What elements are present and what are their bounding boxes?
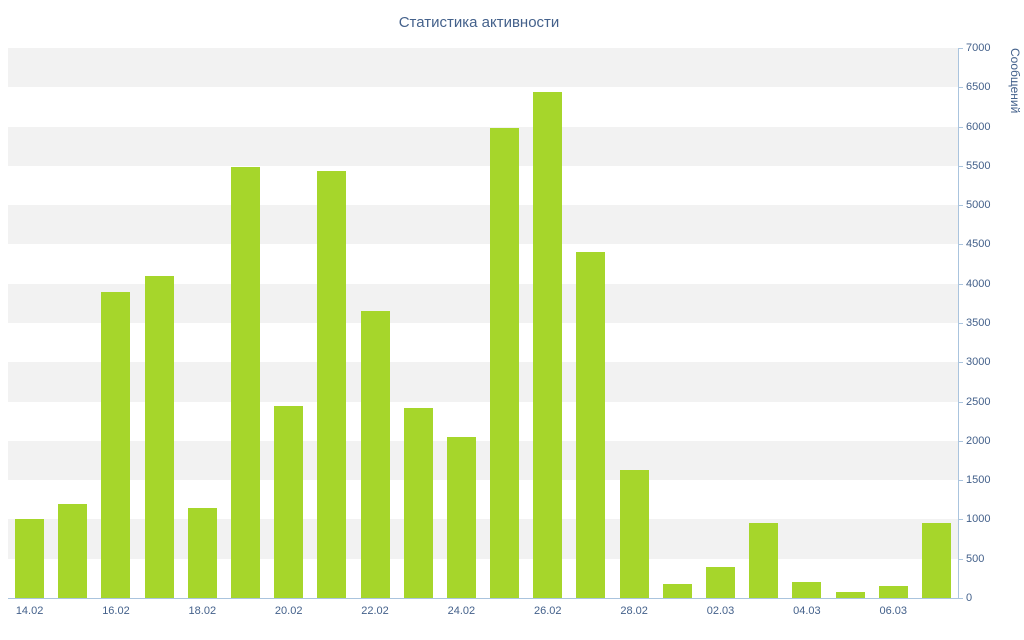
y-axis-tick [958,519,963,521]
y-axis-tick [958,283,963,285]
y-tick-label: 5000 [966,199,991,212]
y-axis-tick [958,480,963,482]
bar-27.02 [576,252,606,598]
y-tick-label: 0 [966,592,973,604]
bar-21.02 [317,171,347,598]
y-axis-tick [958,362,963,364]
bar-20.02 [274,405,304,598]
y-axis-tick [958,558,963,560]
x-tick-label: 04.03 [793,605,821,617]
grid-band [8,126,958,166]
x-tick-label: 18.02 [188,605,217,617]
bar-25.02 [490,128,520,598]
grid-band [8,48,958,88]
bar-05.03 [835,591,865,598]
y-axis-tick [958,401,963,403]
bar-02.03 [706,566,735,598]
bar-18.02 [187,507,217,598]
y-tick-label: 2000 [966,434,991,447]
x-tick-label: 22.02 [361,605,389,617]
grid-band [8,165,958,206]
bar-17.02 [144,275,174,598]
bar-28.02 [619,469,649,598]
y-tick-label: 7000 [966,42,991,54]
grid-band [8,87,958,127]
bar-23.02 [403,407,433,598]
y-axis-tick [958,244,963,246]
bar-24.02 [446,436,476,598]
y-axis-tick [958,165,963,167]
bar-22.02 [360,311,390,598]
x-tick-label: 14.02 [15,605,44,617]
y-tick-label: 6000 [966,120,991,133]
y-axis-tick [958,126,963,128]
bar-15.02 [58,503,88,598]
bar-19.02 [231,167,260,598]
bar-04.03 [792,582,822,598]
grid-band [8,205,958,245]
bar-07.03 [921,523,951,598]
bar-06.03 [878,586,908,598]
y-axis-tick [958,48,963,49]
y-axis-tick [958,323,963,324]
y-tick-label: 3000 [966,356,991,369]
y-tick-label: 500 [966,552,985,565]
x-tick-label: 20.02 [274,605,303,617]
plot-area [8,48,958,598]
x-axis-line [8,598,959,599]
x-tick-label: 24.02 [447,605,476,617]
y-axis-tick [958,440,963,442]
y-tick-label: 4500 [966,238,991,251]
y-tick-label: 5500 [966,159,991,172]
bar-16.02 [101,291,131,598]
x-tick-label: 26.02 [534,605,562,617]
y-tick-label: 3500 [966,317,991,329]
y-axis-title: Сообщений [1008,48,1022,114]
x-tick-label: 16.02 [102,605,130,617]
y-tick-label: 2500 [966,395,991,408]
x-tick-label: 02.03 [706,605,735,617]
bar-26.02 [533,92,563,598]
bar-01.03 [662,583,692,598]
x-tick-label: 06.03 [879,605,907,617]
y-axis-tick [958,87,963,89]
bar-14.02 [15,519,45,598]
y-tick-label: 6500 [966,81,991,94]
y-tick-label: 4000 [966,277,991,290]
y-axis-tick [958,205,963,207]
y-axis-tick [958,598,963,599]
x-tick-label: 28.02 [620,605,648,617]
y-tick-label: 1000 [966,513,991,526]
chart-title: Статистика активности [398,14,560,31]
bar-03.03 [749,523,779,598]
y-tick-label: 1500 [966,474,991,487]
